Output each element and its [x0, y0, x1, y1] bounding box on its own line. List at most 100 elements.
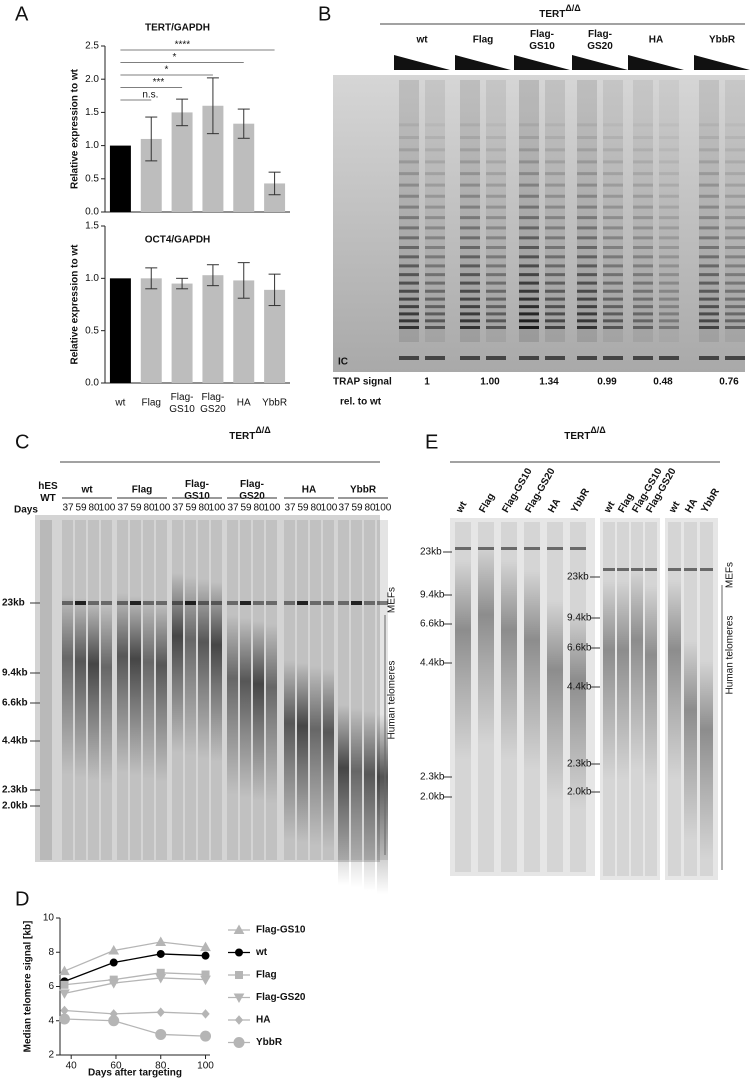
- control-lane-label: hES WT: [38, 481, 58, 504]
- ladder-band: [425, 136, 445, 139]
- mef-band: [62, 601, 73, 605]
- ic-band: [486, 356, 506, 360]
- ladder-band: [577, 319, 597, 323]
- ladder-band: [486, 297, 506, 301]
- ladder-band: [603, 326, 623, 329]
- ladder-band: [460, 289, 480, 293]
- lane-label: Flag: [473, 35, 494, 46]
- telomere-smear: [684, 640, 697, 840]
- ladder-band: [486, 136, 506, 139]
- series-line: [64, 972, 206, 986]
- ladder-band: [725, 226, 745, 230]
- side-label: Human telomeres: [725, 616, 736, 695]
- ladder-band: [659, 246, 679, 249]
- telomere-smear: [631, 570, 643, 770]
- ladder-band: [659, 255, 679, 259]
- telomere-smear: [101, 604, 112, 784]
- ic-band: [699, 356, 719, 360]
- ladder-band: [725, 216, 745, 220]
- ladder-band: [633, 148, 653, 152]
- ladder-band: [659, 183, 679, 187]
- lane-label: HA: [649, 35, 663, 46]
- trap-label: TRAP signal: [333, 377, 392, 388]
- ladder-band: [399, 172, 419, 176]
- ladder-band: [633, 273, 653, 277]
- error-bar: [237, 108, 250, 139]
- marker: [234, 1015, 244, 1025]
- ladder-band: [725, 236, 745, 240]
- mef-band: [603, 568, 615, 571]
- ladder-band: [460, 205, 480, 209]
- ladder-band: [545, 194, 565, 198]
- mef-band: [198, 601, 209, 605]
- mef-band: [478, 547, 494, 550]
- ladder-band: [577, 172, 597, 176]
- group-label: wt: [80, 485, 93, 496]
- ladder-band: [577, 183, 597, 187]
- ladder-band: [699, 312, 719, 316]
- y-axis-label: Relative expression to wt: [70, 68, 81, 189]
- ladder-band: [486, 183, 506, 187]
- ladder-band: [545, 264, 565, 268]
- marker: [109, 958, 118, 967]
- ladder-band: [486, 255, 506, 259]
- day-label: 100: [375, 503, 392, 514]
- bar: [109, 145, 131, 212]
- size-marker: 2.0kb: [2, 801, 28, 812]
- ladder-band: [603, 312, 623, 316]
- ladder-band: [519, 264, 539, 268]
- ladder-band: [399, 123, 419, 127]
- legend-label: Flag-GS20: [256, 992, 306, 1003]
- lane-smear: [399, 80, 419, 342]
- mef-band: [455, 547, 471, 550]
- y-tick-label: 1.0: [85, 273, 99, 284]
- size-marker: 23kb: [420, 547, 442, 558]
- ladder-band: [699, 172, 719, 176]
- lane-smear: [725, 80, 745, 342]
- telomere-smear: [310, 666, 321, 846]
- ladder-band: [460, 319, 480, 323]
- telomere-smear: [266, 624, 277, 804]
- ladder-band: [519, 194, 539, 198]
- ladder-band: [425, 216, 445, 220]
- size-marker: 4.4kb: [420, 658, 445, 669]
- ladder-band: [633, 183, 653, 187]
- ladder-band: [577, 305, 597, 309]
- ladder-band: [659, 305, 679, 309]
- ladder-band: [425, 160, 445, 164]
- marker: [108, 1015, 120, 1027]
- ladder-band: [399, 160, 419, 164]
- ladder-band: [633, 236, 653, 240]
- telomere-smear: [130, 596, 141, 776]
- telomere-smear: [377, 714, 388, 894]
- ladder-band: [519, 273, 539, 277]
- marker: [200, 975, 211, 986]
- ladder-band: [519, 319, 539, 323]
- header-superscript: Δ/Δ: [255, 425, 271, 435]
- bar: [264, 183, 286, 212]
- telomere-smear: [478, 545, 494, 745]
- ladder-band: [545, 216, 565, 220]
- ladder-band: [545, 273, 565, 277]
- x-tick-label: 40: [66, 1061, 78, 1072]
- ladder-band: [577, 216, 597, 220]
- ladder-band: [699, 273, 719, 277]
- ladder-band: [633, 255, 653, 259]
- mef-band: [172, 601, 183, 605]
- header-text: TERT: [564, 431, 590, 442]
- marker: [155, 936, 167, 946]
- ladder-band: [603, 226, 623, 230]
- chart-title: TERT/GAPDH: [145, 23, 210, 34]
- ladder-band: [699, 289, 719, 293]
- dilution-wedge: [394, 55, 450, 70]
- telomere-smear: [143, 599, 154, 779]
- ladder-band: [725, 123, 745, 127]
- ladder-band: [460, 312, 480, 316]
- trap-value: 0.48: [653, 377, 673, 388]
- ic-band: [603, 356, 623, 360]
- mef-band: [524, 547, 540, 550]
- lane-label: wt: [415, 35, 428, 46]
- header: TERTΔ/Δ: [539, 3, 581, 19]
- ladder-band: [519, 183, 539, 187]
